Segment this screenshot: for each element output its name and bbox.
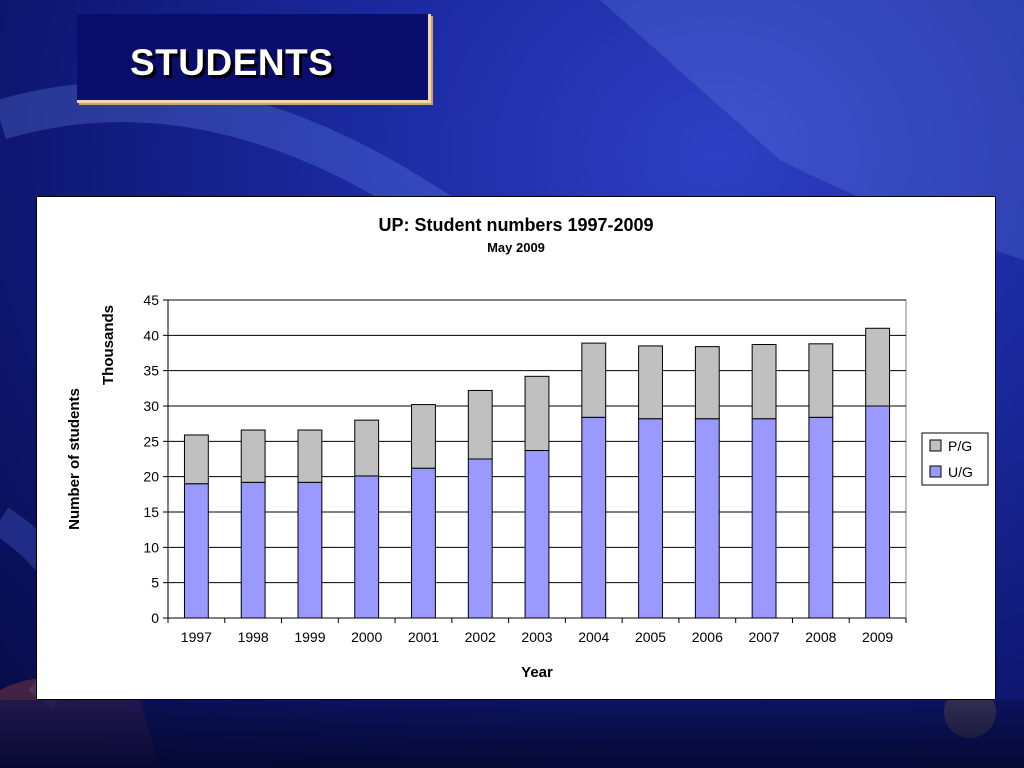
bar-pg-2008: [808, 343, 834, 418]
chart-frame: 0 5 10 15 20 25 30 35 40 45 1997 1998 1999 2000 2001 20…: [36, 196, 996, 700]
x-tick-label: 2002: [465, 629, 496, 645]
y-tick-label: 45: [143, 292, 159, 308]
y-tick-label: 20: [143, 469, 159, 485]
bar-ug-2008: [808, 416, 834, 619]
x-tick-label: 1997: [181, 629, 212, 645]
bar-ug-1998: [240, 481, 266, 619]
y-tick-label: 5: [151, 575, 159, 591]
x-tick-label: 2005: [635, 629, 666, 645]
stacked-bar-chart: 0 5 10 15 20 25 30 35 40 45 1997 1998 1999 2000 2001 20…: [66, 215, 989, 681]
bar-ug-2009: [865, 405, 891, 619]
title-box: [77, 14, 431, 103]
bar-pg-1998: [240, 429, 266, 483]
chart-title: UP: Student numbers 1997-2009: [378, 215, 653, 235]
legend-swatch-pg: [929, 439, 942, 452]
x-tick-label: 1999: [294, 629, 325, 645]
y-tick-label: 30: [143, 398, 159, 414]
bar-pg-2006: [694, 346, 720, 420]
bar-pg-2000: [354, 419, 380, 477]
bar-ug-2004: [581, 416, 607, 619]
bar-ug-2003: [524, 450, 550, 619]
x-tick-label: 2001: [408, 629, 439, 645]
bar-ug-1999: [297, 481, 323, 619]
y-tick-label: 10: [143, 539, 159, 555]
legend-label-ug: U/G: [948, 464, 973, 480]
bar-ug-1997: [183, 483, 209, 619]
bar-pg-2001: [411, 404, 436, 469]
y-tick-label: 35: [143, 363, 159, 379]
x-tick-label: 2008: [805, 629, 836, 645]
x-tick-label: 2009: [862, 629, 893, 645]
x-axis-label: Year: [521, 664, 553, 681]
bar-ug-2000: [354, 475, 380, 619]
bar-pg-2004: [581, 342, 607, 418]
y-tick-label: 25: [143, 433, 159, 449]
bar-ug-2007: [751, 418, 777, 619]
chart-subtitle: May 2009: [487, 240, 545, 255]
bar-pg-2009: [865, 327, 891, 407]
x-tick-label: 2004: [578, 629, 609, 645]
y-tick-label: 0: [151, 610, 159, 626]
bar-ug-2002: [467, 458, 493, 619]
x-tick-label: 2006: [692, 629, 723, 645]
y-tick-label: 15: [143, 504, 159, 520]
bar-ug-2001: [411, 467, 436, 619]
bar-pg-2007: [751, 344, 777, 420]
bar-pg-2002: [467, 389, 493, 460]
y-unit-label: Thousands: [100, 305, 117, 385]
x-tick-label: 2003: [521, 629, 552, 645]
legend-swatch-ug: [929, 465, 942, 478]
bar-ug-2005: [638, 418, 663, 619]
x-tick-label: 2000: [351, 629, 382, 645]
y-tick-label: 40: [143, 327, 159, 343]
bar-pg-2003: [524, 375, 550, 452]
bar-ug-2006: [694, 418, 720, 619]
x-tick-label: 2007: [748, 629, 779, 645]
y-axis-label: Number of students: [66, 388, 83, 530]
footer-band: [0, 700, 1024, 768]
slide-title: STUDENTS: [130, 42, 334, 83]
legend: P/G U/G: [921, 432, 989, 486]
bar-pg-1999: [297, 429, 323, 483]
bar-pg-1997: [183, 434, 209, 485]
bar-pg-2005: [638, 345, 663, 420]
x-tick-label: 1998: [238, 629, 269, 645]
legend-label-pg: P/G: [948, 438, 972, 454]
